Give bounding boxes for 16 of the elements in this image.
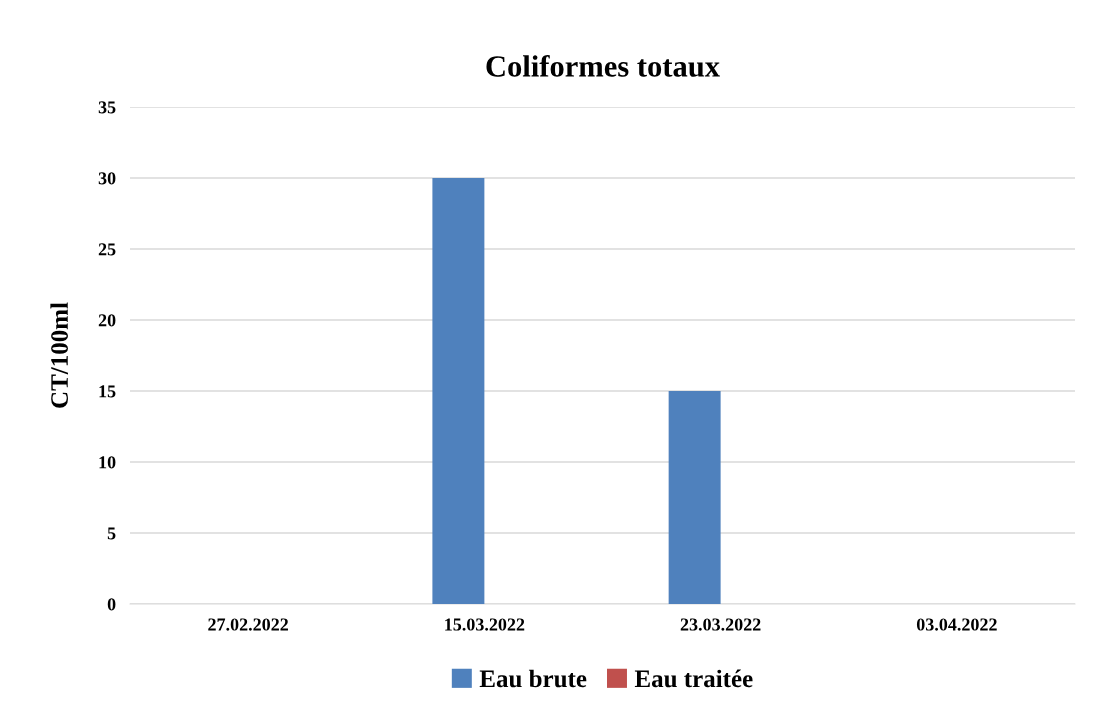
y-tick-label: 35: [98, 101, 116, 114]
x-tick-label: 23.03.2022: [680, 618, 761, 631]
x-tick-label: 03.04.2022: [916, 618, 997, 631]
x-tick-label: 27.02.2022: [208, 618, 288, 631]
y-tick-label: 20: [98, 314, 116, 327]
legend-label: Eau traitée: [634, 669, 753, 688]
y-tick-label: 15: [99, 385, 116, 398]
y-tick-label: 30: [98, 172, 116, 185]
y-tick-label: 0: [107, 598, 116, 611]
y-axis-title: CT/100ml: [50, 302, 68, 408]
x-tick-label: 15.03.2022: [445, 618, 525, 631]
y-tick-label: 5: [107, 527, 116, 540]
legend-label: Eau brute: [479, 669, 587, 688]
y-tick-label: 10: [99, 456, 116, 469]
y-tick-label: 25: [98, 243, 116, 256]
chart-title: Coliformes totaux: [486, 54, 720, 77]
